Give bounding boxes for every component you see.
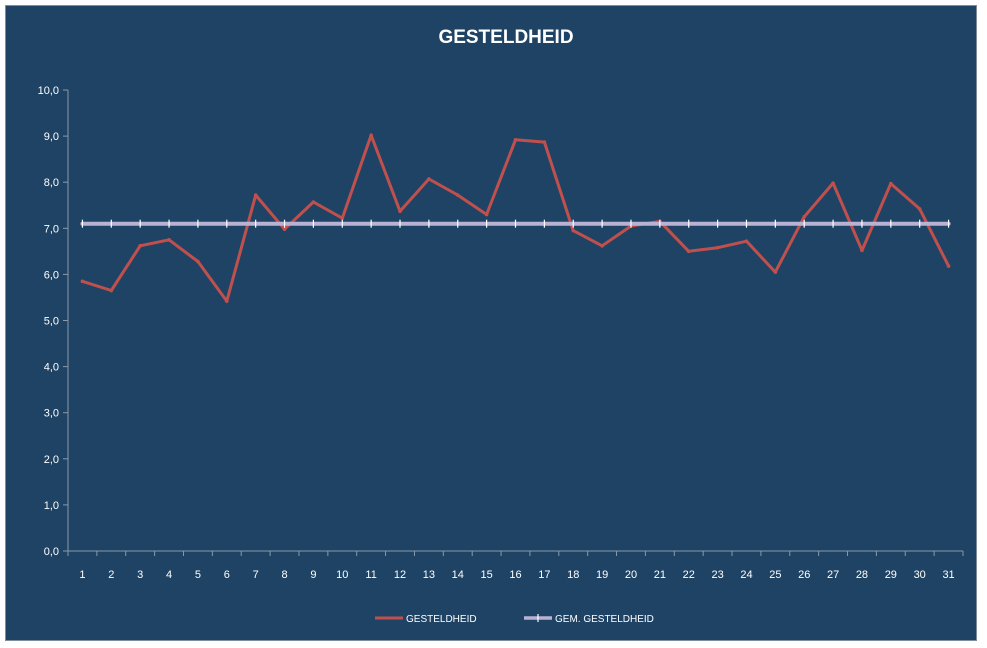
y-tick-label: 8,0: [44, 177, 59, 189]
x-tick-label: 14: [452, 569, 464, 581]
y-tick-label: 3,0: [44, 408, 59, 420]
x-tick-label: 23: [711, 569, 723, 581]
axes: 0,01,02,03,04,05,06,07,08,09,010,01 2 3 4 5 6…: [38, 85, 964, 581]
main-series-line: [80, 133, 951, 303]
data-point-marker: [571, 228, 576, 233]
data-point-marker: [600, 244, 604, 248]
data-point-marker: [802, 214, 807, 219]
data-point-marker: [138, 244, 142, 248]
x-tick-label: 7: [253, 569, 259, 581]
data-point-marker: [513, 137, 518, 142]
data-point-marker: [282, 227, 287, 232]
legend-label: GEM. GESTELDHEID: [555, 614, 654, 625]
x-tick-label: 21: [654, 569, 666, 581]
x-tick-label: 24: [740, 569, 752, 581]
data-point-marker: [484, 212, 489, 217]
line-chart: GESTELDHEID 0,0 1,0 2,0 3,0 4,0 5,0 6,0 7,0 8,0 9…: [38, 27, 964, 625]
x-tick-label: 8: [281, 569, 287, 581]
data-point-marker: [167, 238, 171, 242]
x-tick-label: 11: [365, 569, 376, 581]
chart-frame: GESTELDHEID 0,0 1,0 2,0 3,0 4,0 5,0 6,0 7,0 8,0 9…: [5, 5, 977, 641]
x-tick-label: 31: [942, 569, 954, 581]
x-tick-label: 29: [885, 569, 897, 581]
y-tick-label: 0,0: [44, 546, 59, 558]
x-tick-label: 15: [481, 569, 493, 581]
x-tick-label: 26: [798, 569, 810, 581]
data-point-marker: [773, 270, 778, 274]
x-tick-label: 2: [108, 569, 114, 581]
data-point-marker: [831, 181, 835, 185]
data-point-marker: [455, 193, 460, 197]
data-point-marker: [427, 177, 431, 181]
legend-label: GESTELDHEID: [406, 614, 477, 625]
data-point-marker: [744, 239, 749, 244]
data-point-marker: [889, 181, 893, 186]
data-point-marker: [224, 299, 229, 303]
y-tick-label: 1,0: [44, 500, 59, 512]
data-point-marker: [196, 259, 200, 264]
y-tick-label: 5,0: [44, 316, 59, 328]
series-layer: [80, 133, 951, 303]
x-tick-label: 12: [394, 569, 406, 581]
y-tick-label: 4,0: [44, 362, 59, 374]
x-tick-label: 22: [683, 569, 695, 581]
x-tick-label: 19: [596, 569, 608, 581]
data-point-marker: [311, 200, 316, 204]
y-tick-label: 6,0: [44, 269, 59, 281]
x-tick-label: 6: [224, 569, 230, 581]
chart-title: GESTELDHEID: [438, 27, 573, 48]
x-tick-label: 10: [336, 569, 348, 581]
x-tick-label: 20: [625, 569, 637, 581]
x-tick-label: 5: [195, 569, 201, 581]
x-tick-label: 9: [310, 569, 316, 581]
x-tick-label: 18: [567, 569, 579, 581]
x-tick-label: 13: [423, 569, 435, 581]
data-point-marker: [860, 248, 864, 253]
y-tick-label: 9,0: [44, 131, 59, 143]
data-point-marker: [398, 209, 402, 214]
data-point-marker: [686, 249, 691, 254]
data-point-marker: [715, 245, 720, 250]
data-point-marker: [542, 140, 547, 144]
x-tick-label: 4: [166, 569, 172, 581]
data-point-marker: [369, 133, 373, 137]
data-point-marker: [253, 193, 258, 197]
x-tick-label: 25: [769, 569, 781, 581]
data-point-marker: [109, 288, 114, 293]
x-tick-label: 28: [856, 569, 868, 581]
data-point-marker: [80, 279, 85, 284]
x-tick-label: 16: [509, 569, 521, 581]
y-tick-label: 2,0: [44, 454, 59, 466]
y-tick-label: 10,0: [38, 85, 59, 97]
x-tick-label: 30: [914, 569, 926, 581]
x-tick-label: 17: [538, 569, 550, 581]
y-tick-label: 7,0: [44, 223, 59, 235]
x-tick-label: 1: [79, 569, 85, 581]
legend: GESTELDHEID GEM. GESTELDHEID: [375, 614, 654, 625]
data-point-marker: [340, 216, 345, 220]
x-tick-label: 3: [137, 569, 143, 581]
data-point-marker: [946, 264, 951, 268]
data-point-marker: [917, 207, 922, 211]
x-tick-label: 27: [827, 569, 839, 581]
